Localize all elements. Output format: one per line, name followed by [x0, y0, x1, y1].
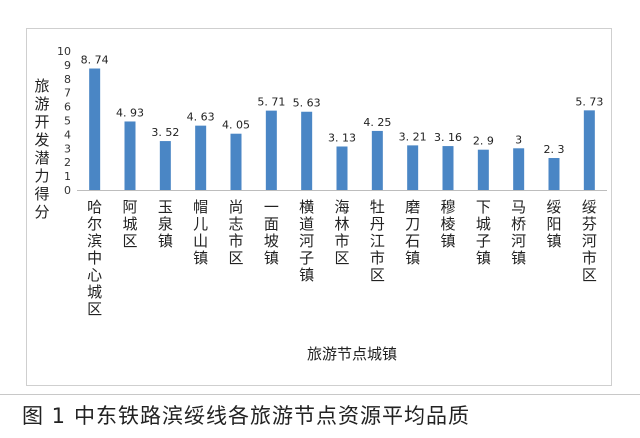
data-label: 5. 71 [257, 96, 285, 109]
data-label: 2. 3 [544, 143, 565, 156]
x-tick-label: 海林市区 [334, 198, 349, 267]
x-tick-label: 哈尔滨中心城区 [87, 198, 102, 318]
bar [89, 68, 101, 190]
y-tick-label: 3 [64, 142, 71, 155]
x-tick-label: 阿城区 [122, 198, 137, 250]
data-label: 4. 25 [363, 116, 391, 129]
bar [583, 110, 595, 190]
bar [513, 148, 525, 190]
data-label: 2. 9 [473, 135, 494, 148]
caption-divider [0, 394, 640, 395]
bar [301, 111, 313, 190]
data-label: 3 [515, 133, 522, 146]
bar [265, 110, 277, 190]
data-label: 5. 63 [293, 97, 321, 110]
x-axis-title: 旅游节点城镇 [307, 345, 397, 363]
x-tick-label: 磨刀石镇 [405, 198, 420, 267]
y-tick-label: 4 [64, 128, 71, 141]
x-tick-label: 绥阳镇 [546, 198, 561, 250]
x-tick-label: 下城子镇 [476, 198, 491, 267]
figure-number: 图 1 [22, 404, 67, 428]
data-label: 4. 93 [116, 106, 144, 119]
x-tick-label: 穆棱镇 [440, 198, 455, 250]
y-tick-label: 0 [64, 184, 71, 197]
data-label: 8. 74 [81, 54, 109, 67]
x-tick-label: 横道河子镇 [299, 198, 314, 284]
y-axis-title: 旅游开发潜力得分 [34, 77, 49, 221]
data-label: 3. 13 [328, 131, 356, 144]
data-label: 3. 16 [434, 131, 462, 144]
y-tick-label: 2 [64, 156, 71, 169]
x-tick-label: 马桥河镇 [511, 198, 526, 267]
x-tick-label: 尚志市区 [228, 198, 243, 267]
figure-caption-text: 中东铁路滨绥线各旅游节点资源平均品质 [74, 404, 471, 428]
bar [477, 149, 489, 190]
x-tick-label: 玉泉镇 [158, 198, 173, 250]
x-tick-label: 牡丹江市区 [370, 198, 385, 284]
bar [124, 121, 136, 190]
data-label: 4. 05 [222, 119, 250, 132]
y-tick-label: 9 [64, 59, 71, 72]
bar [371, 130, 383, 190]
x-tick-label: 绥芬河市区 [582, 198, 597, 284]
y-tick-label: 8 [64, 73, 71, 86]
bar [336, 146, 348, 190]
y-tick-label: 1 [64, 170, 71, 183]
y-tick-label: 6 [64, 101, 71, 114]
y-tick-label: 7 [64, 87, 71, 100]
chart-frame: 0 1 2 3 4 5 6 7 8 9 10 8. 74 哈尔滨中心城区 4. 93 阿城区 3. 52 玉泉镇… [26, 28, 612, 386]
y-tick-label: 5 [64, 115, 71, 128]
data-label: 3. 52 [151, 126, 179, 139]
bar [159, 141, 171, 190]
data-label: 5. 73 [575, 95, 603, 108]
x-tick-label: 一面坡镇 [264, 198, 279, 267]
figure-caption: 图 1 中东铁路滨绥线各旅游节点资源平均品质 [22, 400, 478, 430]
bar [195, 125, 207, 190]
bar [548, 158, 560, 190]
data-label: 3. 21 [399, 130, 427, 143]
bar [407, 145, 419, 190]
bar [230, 133, 242, 190]
data-label: 4. 63 [187, 111, 215, 124]
y-tick-label: 10 [57, 45, 71, 58]
x-tick-label: 帽儿山镇 [193, 198, 208, 267]
bar [442, 146, 454, 190]
